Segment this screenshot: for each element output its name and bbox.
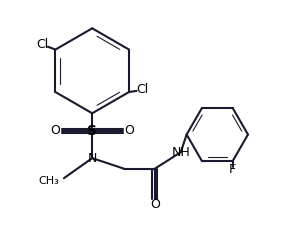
Text: O: O xyxy=(150,198,160,211)
Text: F: F xyxy=(229,163,236,176)
Text: O: O xyxy=(124,124,134,138)
Text: S: S xyxy=(87,124,97,138)
Text: NH: NH xyxy=(171,146,190,159)
Text: CH₃: CH₃ xyxy=(38,176,59,185)
Text: O: O xyxy=(51,124,61,138)
Text: N: N xyxy=(88,152,97,165)
Text: Cl: Cl xyxy=(36,38,49,51)
Text: Cl: Cl xyxy=(136,83,148,96)
